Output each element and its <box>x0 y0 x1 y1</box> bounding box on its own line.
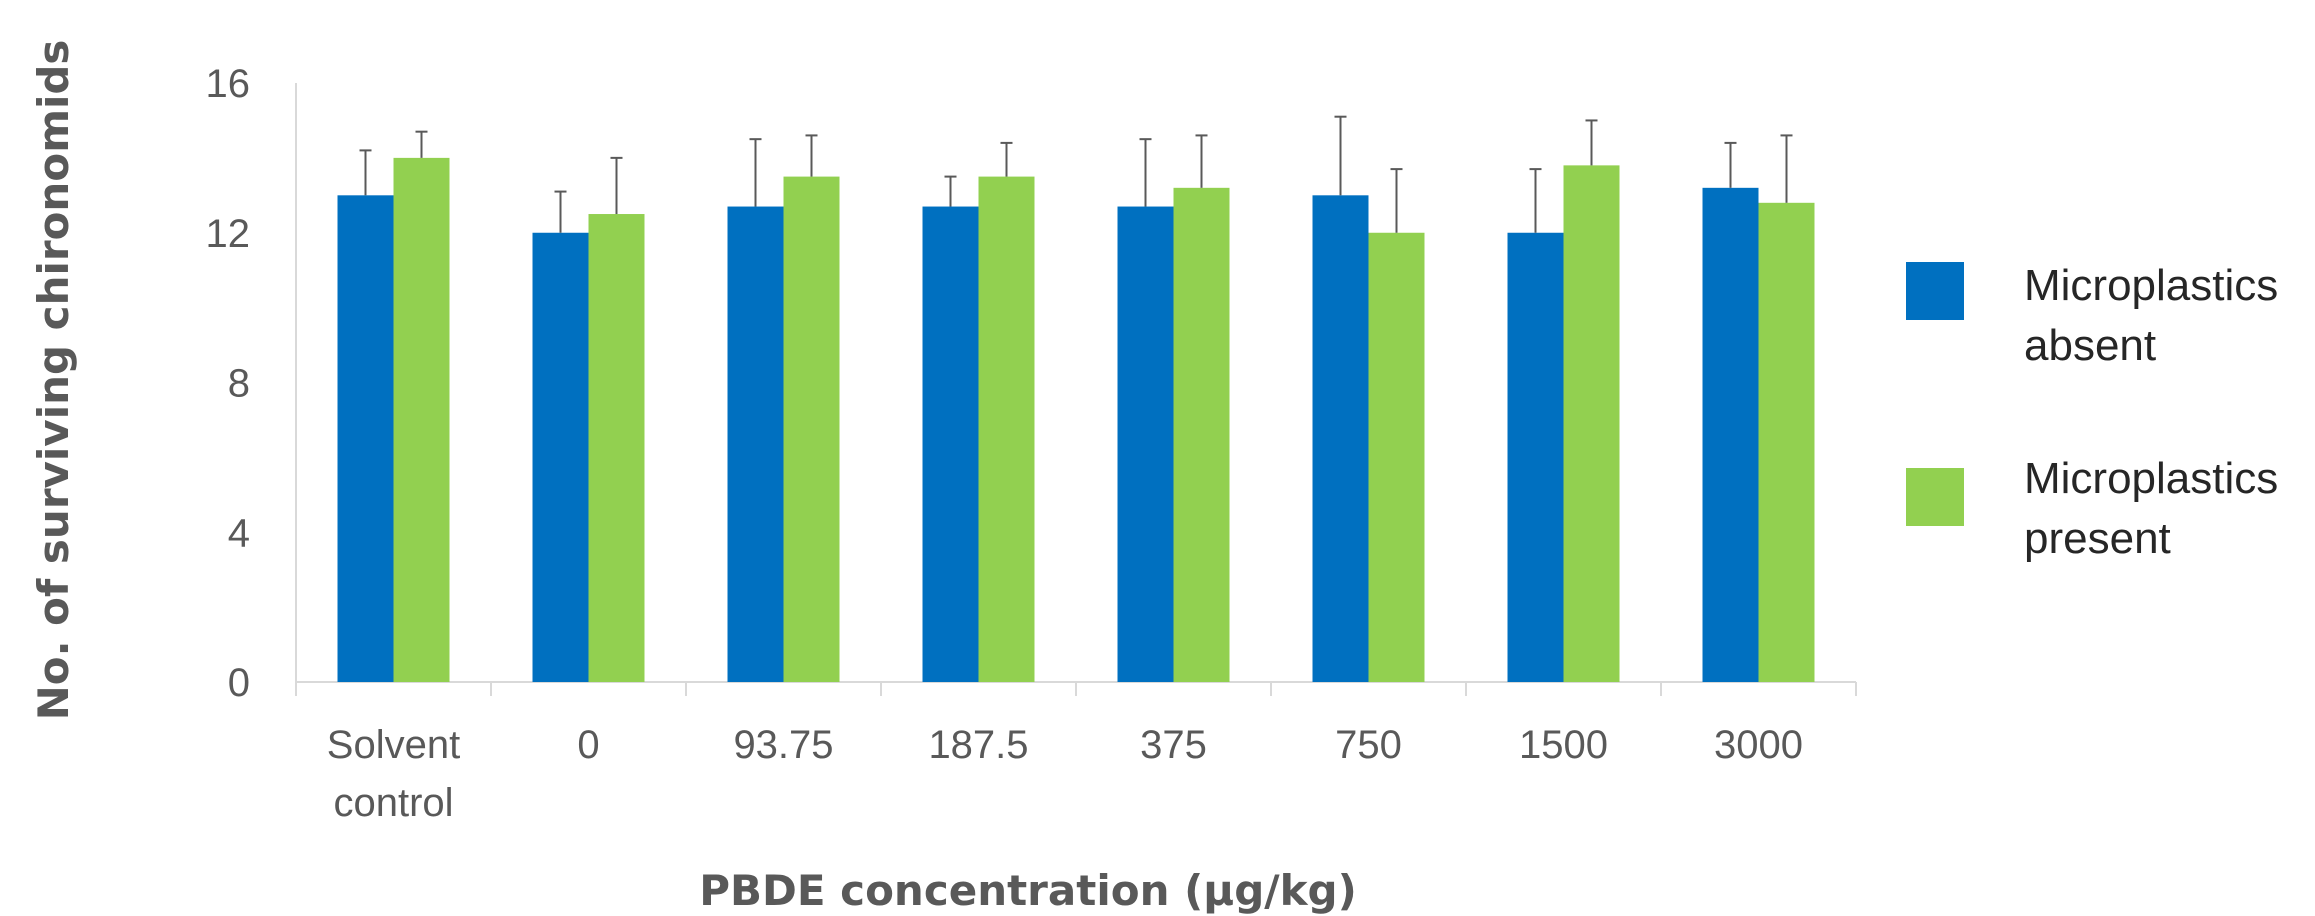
bars <box>337 115 1815 683</box>
bar <box>1312 195 1369 682</box>
x-tick-label: control <box>333 781 453 825</box>
bar <box>532 232 589 682</box>
bar <box>783 176 840 682</box>
bar <box>978 176 1035 682</box>
x-tick-label: Solvent <box>327 723 460 767</box>
x-tick-label: 93.75 <box>733 723 833 767</box>
bar <box>337 195 394 682</box>
y-tick-label: 4 <box>228 511 250 555</box>
x-tick-label: 1500 <box>1519 723 1608 767</box>
legend-label: absent <box>2024 321 2156 370</box>
x-tick-label: 375 <box>1140 723 1207 767</box>
bar <box>393 157 450 682</box>
x-tick-label: 750 <box>1335 723 1402 767</box>
x-axis-title: PBDE concentration (µg/kg) <box>699 866 1357 915</box>
x-tick-label: 187.5 <box>928 723 1028 767</box>
bar <box>1702 187 1759 682</box>
tick-labels: 0 4 8 12 16 Solvent control 0 93.75 187.5 375 750 15… <box>206 62 1803 825</box>
bar <box>1507 232 1564 682</box>
bar <box>1117 206 1174 682</box>
axes <box>295 83 1857 696</box>
bar <box>1563 165 1620 683</box>
legend-swatch <box>1906 468 1964 526</box>
y-tick-label: 8 <box>228 362 250 406</box>
legend-swatch <box>1906 262 1964 320</box>
y-tick-label: 0 <box>228 661 250 705</box>
x-tick-label: 3000 <box>1714 723 1803 767</box>
bar <box>1758 202 1815 683</box>
y-tick-label: 16 <box>206 62 251 106</box>
bar <box>588 214 645 682</box>
y-tick-label: 12 <box>206 212 251 256</box>
bar <box>727 206 784 682</box>
x-tick-label: 0 <box>577 723 599 767</box>
legend: Microplastics absent Microplastics present <box>1906 261 2278 563</box>
bar <box>922 206 979 682</box>
bar <box>1368 232 1425 682</box>
legend-label: present <box>2024 514 2171 563</box>
y-axis-title: No. of surviving chironomids <box>29 40 78 721</box>
bar <box>1173 187 1230 682</box>
legend-label: Microplastics <box>2024 261 2278 310</box>
legend-label: Microplastics <box>2024 454 2278 503</box>
